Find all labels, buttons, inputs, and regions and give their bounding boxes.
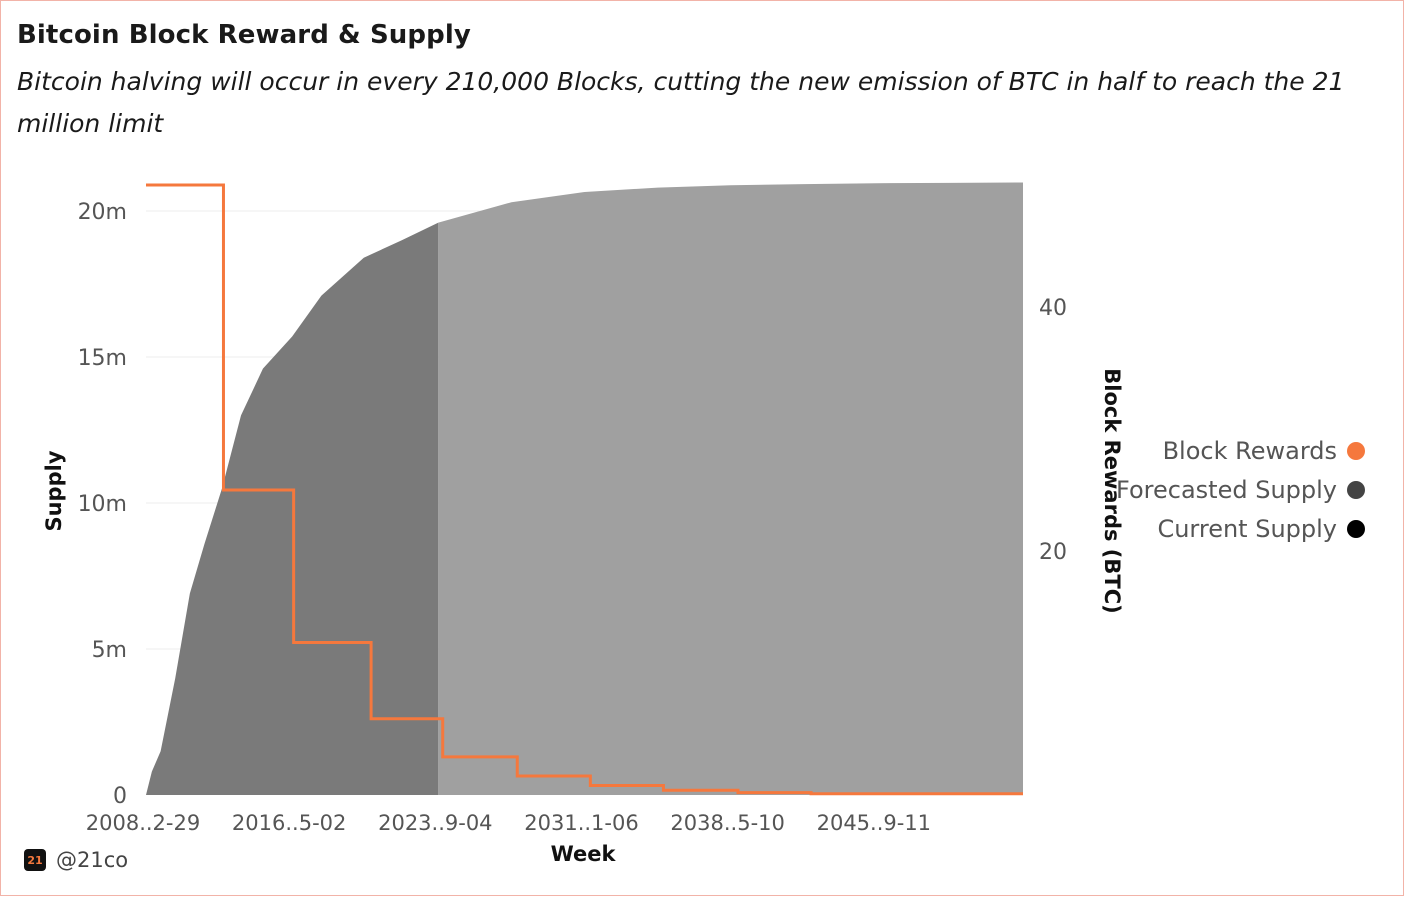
y-axis-label: Supply	[42, 450, 66, 531]
brand-handle[interactable]: @21co	[56, 848, 129, 872]
legend-item-block-rewards[interactable]: Block Rewards	[1111, 431, 1365, 470]
x-tick-label: 2038..5-10	[670, 811, 784, 835]
x-tick-label: 2008..2-29	[86, 811, 200, 835]
y2-tick-label: 20	[1039, 540, 1067, 565]
y2-axis-label: Block Rewards (BTC)	[1100, 368, 1124, 613]
legend-label: Block Rewards	[1162, 436, 1337, 465]
brand-logo: 21	[24, 849, 46, 871]
chart-subtitle: Bitcoin halving will occur in every 210,…	[17, 67, 1345, 138]
x-axis-ticks: 2008..2-29 2016..5-02 2023..9-04 2031..1-06…	[86, 811, 931, 835]
block-rewards-line	[146, 183, 1023, 796]
x-axis-label: Week	[551, 842, 617, 866]
chart-title: Bitcoin Block Reward & Supply	[17, 20, 471, 50]
brand: 21 @21co	[24, 848, 128, 872]
legend: Block Rewards Forecasted Supply Current …	[1111, 431, 1365, 548]
x-tick-label: 2016..5-02	[232, 811, 346, 835]
x-tick-label: 2045..9-11	[817, 811, 931, 835]
y-axis-ticks: 0 5m 10m 15m 20m	[78, 200, 127, 809]
y-tick-label: 5m	[92, 638, 127, 663]
y-tick-label: 0	[113, 784, 127, 809]
x-tick-label: 2023..9-04	[378, 811, 492, 835]
legend-label: Current Supply	[1157, 514, 1337, 543]
legend-label: Forecasted Supply	[1116, 475, 1337, 504]
legend-dot-icon	[1347, 519, 1365, 538]
legend-dot-icon	[1347, 480, 1365, 499]
legend-item-current-supply[interactable]: Current Supply	[1111, 509, 1365, 548]
y-tick-label: 20m	[78, 200, 127, 225]
y2-tick-label: 40	[1039, 296, 1067, 321]
legend-item-forecasted-supply[interactable]: Forecasted Supply	[1111, 470, 1365, 509]
forecast-supply-area	[438, 182, 1023, 795]
legend-dot-icon	[1347, 441, 1365, 460]
y-tick-label: 15m	[78, 346, 127, 371]
y-tick-label: 10m	[78, 492, 127, 517]
x-tick-label: 2031..1-06	[524, 811, 638, 835]
